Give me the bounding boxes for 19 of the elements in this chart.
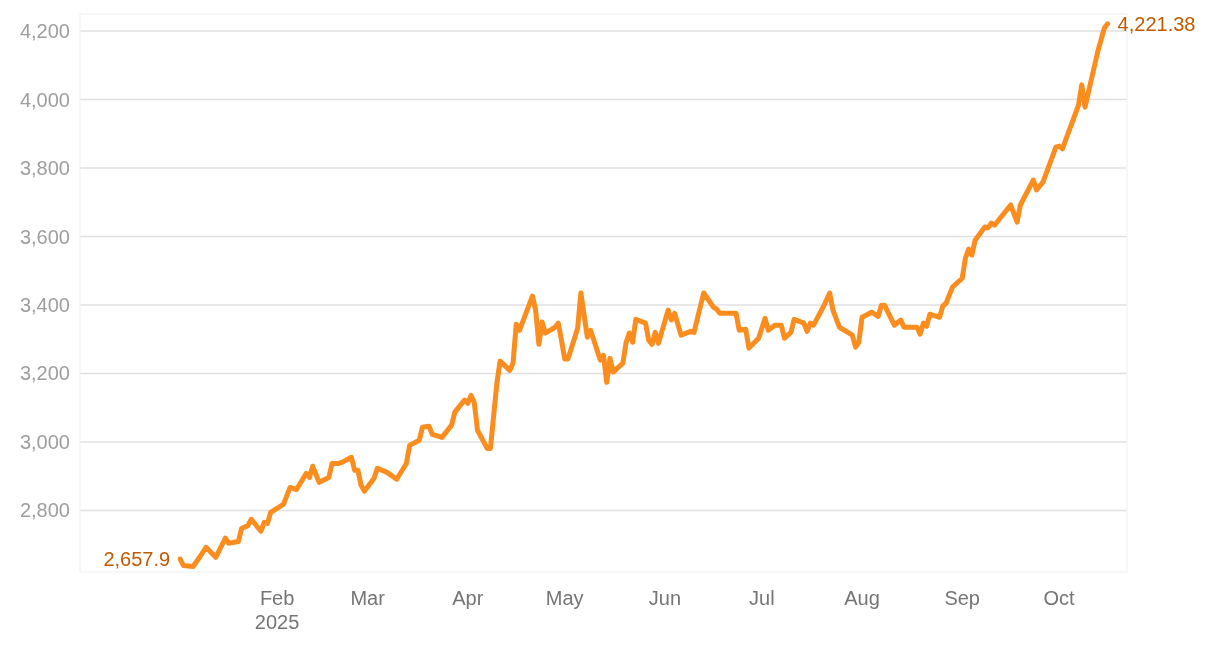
x-tick-label: Jun — [648, 587, 682, 609]
x-tick-label: Oct — [1043, 587, 1076, 609]
x-tick-label: Apr — [452, 587, 484, 609]
y-tick-label: 3,600 — [19, 225, 70, 248]
y-tick-label: 3,400 — [19, 293, 70, 316]
y-tick-label: 3,200 — [19, 362, 70, 385]
x-tick-label: Sep — [944, 587, 980, 609]
y-tick-label: 4,000 — [19, 88, 70, 111]
annotation: 4,221.38 — [1117, 12, 1196, 35]
y-tick-label: 4,200 — [19, 20, 70, 43]
x-tick-label: Mar — [350, 587, 386, 609]
x-tick-label: Feb 2025 — [254, 587, 300, 633]
annotation: 2,657.9 — [103, 548, 171, 571]
x-tick-label: Jul — [749, 587, 775, 609]
y-tick-label: 2,800 — [19, 499, 70, 522]
y-tick-label: 3,000 — [19, 430, 70, 453]
x-tick-label: May — [545, 587, 584, 609]
x-tick-label: Aug — [844, 587, 880, 609]
y-tick-label: 3,800 — [19, 157, 70, 180]
